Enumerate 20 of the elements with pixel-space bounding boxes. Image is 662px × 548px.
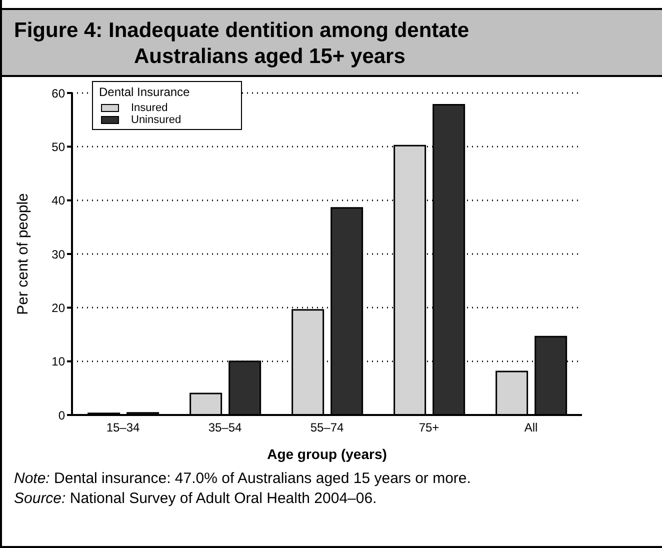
- y-tick-label: 0: [58, 408, 66, 422]
- y-tick-label: 50: [52, 140, 66, 154]
- chart-title: Figure 4: Inadequate dentition among dentate Australians aged 15+ years: [14, 18, 470, 70]
- text: Note: Dental insurance: 47.0% of Australians aged 15 years or more.: [14, 469, 472, 489]
- x-tick-label: All: [524, 420, 538, 435]
- y-axis-title: Per cent of people: [14, 193, 32, 315]
- x-tick-label: 55–74: [310, 420, 344, 435]
- x-axis-title: Age group (years): [267, 446, 387, 462]
- legend-label: Uninsured: [130, 114, 182, 126]
- legend-label: Insured: [130, 102, 169, 114]
- y-tick-label: 60: [52, 86, 66, 100]
- x-tick-label: 15–34: [106, 420, 140, 435]
- y-tick-label: 30: [52, 247, 66, 262]
- legend-title: Dental Insurance: [99, 85, 191, 99]
- x-tick-label: 35–54: [208, 420, 242, 435]
- x-tick-label: 75+: [418, 420, 440, 435]
- y-tick-label: 40: [52, 194, 66, 208]
- source-note: Source: National Survey of Adult Oral Health 2004–06.: [14, 489, 378, 509]
- y-tick-label: 20: [52, 300, 66, 315]
- y-tick-label: 10: [52, 354, 66, 369]
